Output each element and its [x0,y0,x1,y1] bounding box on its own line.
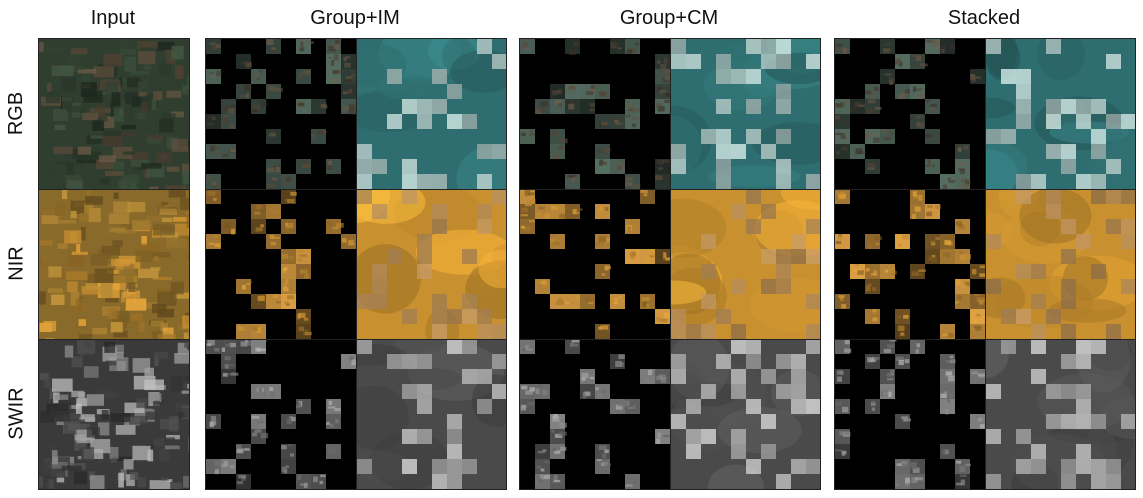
row-label-rgb: RGB [5,91,28,135]
row-separator [835,338,1135,340]
group-im-reconstruction-nir [356,189,506,339]
group-cm-masked-swir [520,339,670,489]
row-separator [835,188,1135,190]
input-image-rgb [39,39,189,189]
row-separator [206,188,506,190]
stacked-reconstruction-rgb [985,39,1135,189]
row-separator [39,188,189,190]
row-separator [520,338,820,340]
group-cm-reconstruction-swir [670,339,820,489]
stacked-reconstruction-nir [985,189,1135,339]
group-cm-masked-nir [520,189,670,339]
stacked-reconstruction-swir [985,339,1135,489]
column-title-input: Input [90,7,136,29]
stacked-masked-rgb [835,39,985,189]
group-im-panel [205,38,507,490]
group-im-masked-nir [206,189,356,339]
column-title-group-im: Group+IM [310,7,400,29]
column-title-group-cm: Group+CM [619,7,719,29]
group-cm-panel [519,38,821,490]
column-title-stacked: Stacked [947,7,1021,29]
input-image-nir [39,189,189,339]
stacked-masked-swir [835,339,985,489]
group-cm-reconstruction-rgb [670,39,820,189]
row-separator [206,338,506,340]
group-im-reconstruction-rgb [356,39,506,189]
row-separator [520,188,820,190]
group-cm-reconstruction-nir [670,189,820,339]
input-panel [38,38,190,490]
row-separator [39,338,189,340]
row-label-swir: SWIR [5,386,28,440]
stacked-masked-nir [835,189,985,339]
input-image-swir [39,339,189,489]
group-im-reconstruction-swir [356,339,506,489]
group-im-masked-rgb [206,39,356,189]
group-im-masked-swir [206,339,356,489]
group-cm-masked-rgb [520,39,670,189]
row-label-nir: NIR [5,245,28,281]
stacked-panel [834,38,1136,490]
